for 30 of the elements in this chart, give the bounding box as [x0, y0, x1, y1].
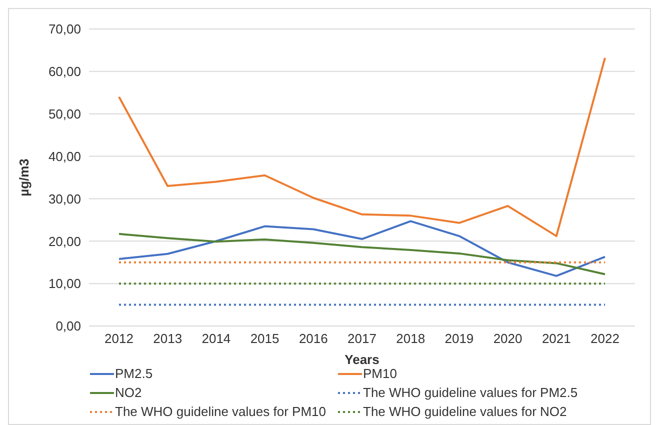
x-tick-label: 2019 — [444, 331, 474, 346]
y-tick-label: 0,00 — [56, 318, 81, 334]
x-tick-label: 2020 — [493, 331, 522, 346]
y-axis-title: µg/m3 — [16, 158, 32, 196]
x-tick-label: 2014 — [202, 331, 231, 346]
y-tick-label: 50,00 — [48, 106, 81, 122]
x-tick-label: 2013 — [153, 331, 182, 346]
y-tick-label: 70,00 — [48, 22, 81, 37]
x-tick-label: 2021 — [542, 331, 571, 346]
x-tick-label: 2016 — [298, 331, 328, 346]
legend-label: PM2.5 — [115, 366, 153, 381]
legend-label: NO2 — [115, 385, 142, 400]
line-series — [118, 220, 606, 277]
y-tick-label: 20,00 — [48, 234, 81, 249]
y-tick-label: 30,00 — [48, 191, 81, 206]
legend-label: The WHO guideline values for NO2 — [363, 404, 567, 419]
legend-label: The WHO guideline values for PM10 — [115, 404, 326, 419]
x-axis-title: Years — [344, 352, 380, 367]
y-tick-label: 40,00 — [48, 148, 81, 164]
x-tick-label: 2015 — [250, 331, 280, 346]
x-tick-label: 2022 — [590, 331, 620, 346]
x-tick-label: 2017 — [348, 331, 376, 346]
legend-label: PM10 — [363, 366, 397, 381]
line-series — [118, 232, 606, 276]
y-tick-label: 10,00 — [48, 276, 81, 292]
x-tick-label: 2018 — [396, 331, 426, 346]
x-tick-label: 2012 — [104, 331, 134, 346]
line-series — [118, 56, 606, 238]
legend-label: The WHO guideline values for PM2.5 — [363, 385, 578, 400]
y-tick-label: 60,00 — [48, 64, 81, 80]
